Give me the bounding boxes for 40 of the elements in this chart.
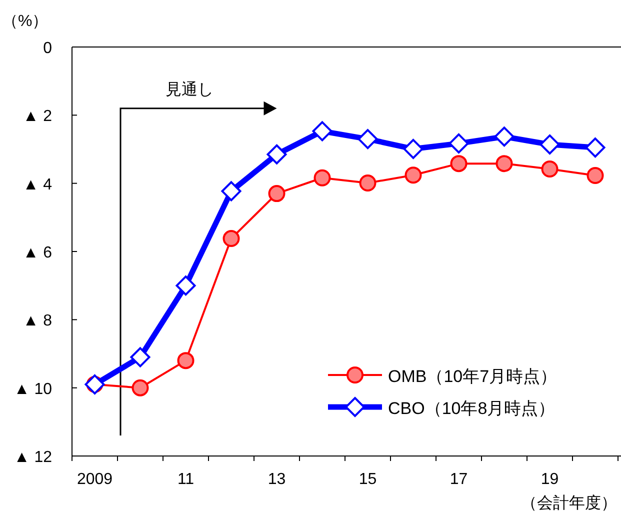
y-tick-label: ▲ 10 [14,380,52,398]
x-tick-label: 19 [540,471,559,488]
point [132,379,149,396]
point [130,347,150,368]
y-tick-label: ▲ 6 [22,244,52,262]
point [585,138,606,158]
y-tick-label: ▲ 12 [14,449,52,466]
point [314,169,331,186]
point [541,160,558,178]
point [358,129,378,150]
point [496,155,513,172]
point [222,230,240,248]
y-tick-label: 0 [43,40,52,57]
point [359,174,376,192]
point [177,352,194,370]
y-tick-label: ▲ 8 [22,312,52,330]
x-tick-label: 15 [358,471,377,488]
y-tick-label: ▲ 2 [22,108,52,126]
x-tick-label: 2009 [76,471,113,488]
point [221,181,242,202]
point [404,166,422,184]
point [540,134,560,154]
point [586,166,604,184]
point [403,138,424,159]
point [312,121,332,142]
point [450,155,468,172]
x-tick-label: 17 [450,471,468,488]
x-tick-label: 13 [268,471,286,488]
y-tick-label: ▲ 4 [22,176,52,194]
x-tick-label: 11 [177,471,194,488]
point [448,133,469,154]
point [176,276,196,296]
annotation: 見通し [166,80,214,98]
legend-label: CBO（10年8月時点） [388,399,556,418]
point [494,126,514,147]
legend-label: OMB（10年7月時点） [388,367,558,386]
y-axis-title: （%） [2,13,48,30]
point [266,144,287,164]
point [268,185,286,202]
x-axis-title: （会計年度） [521,494,617,512]
